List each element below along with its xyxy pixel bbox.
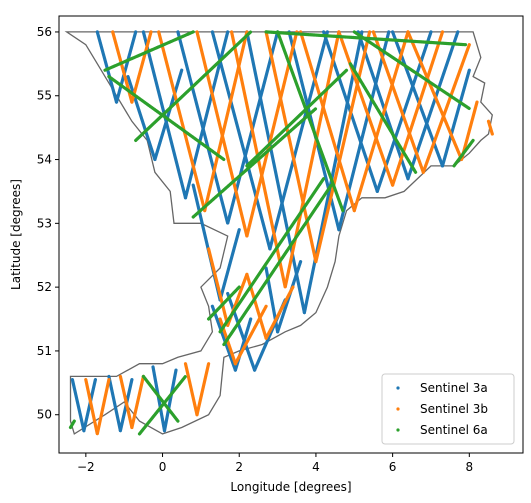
track-point-segment (348, 62, 418, 174)
track-point-segment (107, 74, 226, 162)
y-axis: 50 51 52 53 54 55 56 (37, 25, 59, 422)
track-point-segment (406, 30, 464, 162)
track-point-segment (95, 378, 111, 436)
track-point-segment (68, 419, 76, 430)
x-axis-label: Longitude [degrees] (230, 480, 351, 494)
x-tick-label: −2 (77, 460, 95, 474)
track-point-segment (356, 30, 410, 181)
y-tick-label: 54 (37, 153, 52, 167)
track-point-segment (337, 30, 391, 232)
track-point-segment (107, 374, 123, 433)
track-point-segment (222, 183, 333, 347)
track-point-segment (245, 30, 306, 315)
y-tick-label: 56 (37, 25, 52, 39)
track-point-segment (191, 106, 318, 219)
track-point-segment (195, 362, 211, 417)
track-point-segment (276, 30, 345, 213)
legend-entry-label: Sentinel 3a (420, 381, 488, 395)
legend: Sentinel 3a Sentinel 3b Sentinel 6a (381, 373, 515, 445)
track-point-segment (157, 30, 207, 213)
x-axis: −2 0 2 4 6 8 (77, 453, 473, 474)
plot-frame (58, 15, 524, 454)
track-point-segment (245, 68, 349, 168)
x-tick-label: 6 (389, 460, 397, 474)
track-point-segment (440, 68, 471, 168)
track-point-segment (283, 30, 341, 289)
y-tick-label: 53 (37, 216, 52, 230)
x-tick-label: 4 (312, 460, 320, 474)
track-point-segment (195, 30, 249, 238)
track-point-segment (114, 30, 138, 104)
legend-marker (396, 407, 400, 411)
track-point-segment (268, 30, 329, 251)
track-point-segment (70, 378, 86, 433)
track-point-segment (84, 378, 99, 436)
track-point-segment (130, 30, 153, 104)
track-point-segment (207, 285, 241, 321)
track-point-segment (264, 30, 318, 264)
track-point-segment (203, 30, 249, 213)
track-point-segment (134, 30, 253, 142)
track-point-segment (314, 30, 372, 264)
track-point-segment (118, 374, 134, 430)
track-point-segment (302, 30, 364, 315)
track-point-segment (337, 30, 395, 187)
track-point-segment (207, 247, 230, 327)
track-point-segment (299, 30, 356, 213)
track-point-segment (162, 368, 178, 433)
y-tick-label: 50 (37, 408, 52, 422)
track-point-segment (176, 30, 230, 225)
series-3 (68, 30, 475, 436)
track-point-segment (95, 30, 119, 104)
track-point-segment (264, 285, 295, 340)
legend-marker (396, 428, 400, 432)
track-point-segment (153, 68, 184, 162)
track-point-segment (210, 30, 272, 251)
track-point-segment (183, 362, 199, 417)
track-point-segment (218, 177, 326, 334)
legend-entry-label: Sentinel 6a (420, 423, 488, 437)
series-layer (68, 30, 494, 436)
legend-box (381, 373, 515, 445)
track-point-segment (371, 30, 425, 174)
track-point-segment (126, 74, 157, 162)
y-tick-label: 52 (37, 280, 52, 294)
y-tick-label: 55 (37, 89, 52, 103)
track-point-segment (141, 374, 180, 423)
legend-entry-label: Sentinel 3b (420, 402, 488, 416)
track-point-segment (226, 291, 257, 372)
track-point-segment (210, 304, 237, 372)
track-point-segment (421, 43, 471, 174)
x-tick-label: 2 (235, 460, 243, 474)
track-point-segment (352, 30, 471, 111)
x-tick-label: 0 (159, 460, 167, 474)
x-tick-label: 8 (465, 460, 473, 474)
track-point-segment (130, 374, 145, 430)
track-point-segment (391, 30, 445, 187)
y-tick-label: 51 (37, 344, 52, 358)
track-point-segment (486, 119, 494, 136)
track-point-segment (218, 228, 241, 302)
legend-marker (396, 386, 400, 390)
track-point-segment (137, 374, 188, 436)
track-point-segment (103, 30, 195, 72)
y-axis-label: Latitude [degrees] (9, 179, 23, 290)
track-point-segment (452, 138, 475, 168)
